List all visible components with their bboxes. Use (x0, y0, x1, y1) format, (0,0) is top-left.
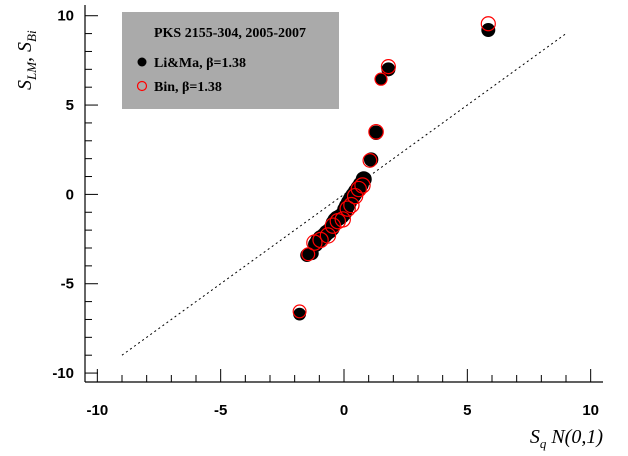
bin-point (380, 59, 396, 75)
bin-point (319, 227, 337, 244)
series-bin-points (292, 16, 496, 319)
x-axis-ticks (96, 369, 592, 382)
bin-point (374, 72, 388, 86)
y-tick-label: 0 (66, 186, 74, 203)
x-tick-label: -10 (86, 402, 108, 419)
y-tick-label: 10 (57, 8, 74, 25)
lima-point (375, 73, 387, 86)
legend-box (122, 12, 339, 109)
y-tick-label: 5 (66, 97, 74, 114)
bin-point (334, 211, 351, 228)
x-axis-tick-labels: -10 -5 0 5 10 (86, 402, 599, 419)
bin-point (362, 153, 378, 168)
bin-point (339, 200, 356, 217)
x-axis-title: Sq N(0,1) (530, 426, 604, 451)
bin-point (292, 304, 307, 319)
x-tick-label: -5 (214, 402, 227, 419)
bin-point (350, 180, 367, 198)
legend: PKS 2155-304, 2005-2007 Li&Ma, β=1.38 Bi… (122, 12, 339, 109)
legend-marker-bin (136, 80, 148, 92)
bin-point (343, 196, 360, 214)
x-tick-label: 5 (463, 402, 471, 419)
lima-point (368, 125, 384, 140)
lima-point (293, 307, 306, 321)
bin-point (368, 124, 384, 140)
legend-marker-lima (137, 57, 147, 67)
y-tick-label: -10 (52, 365, 74, 382)
bin-point (354, 177, 371, 194)
y-axis-title: SLM, SBi (14, 30, 39, 90)
y-tick-label: -5 (61, 276, 74, 293)
bin-point (480, 16, 496, 32)
x-tick-label: 10 (582, 402, 599, 419)
x-tick-label: 0 (340, 402, 348, 419)
reference-diagonal-line (121, 33, 567, 356)
y-axis-tick-labels: -10 -5 0 5 10 (52, 8, 74, 382)
lima-point (355, 171, 372, 188)
bin-point (324, 217, 342, 234)
legend-label-lima: Li&Ma, β=1.38 (154, 56, 246, 71)
lima-point (481, 23, 496, 38)
y-axis-ticks (85, 15, 98, 374)
legend-label-bin: Bin, β=1.38 (154, 80, 222, 95)
legend-title: PKS 2155-304, 2005-2007 (154, 26, 306, 41)
